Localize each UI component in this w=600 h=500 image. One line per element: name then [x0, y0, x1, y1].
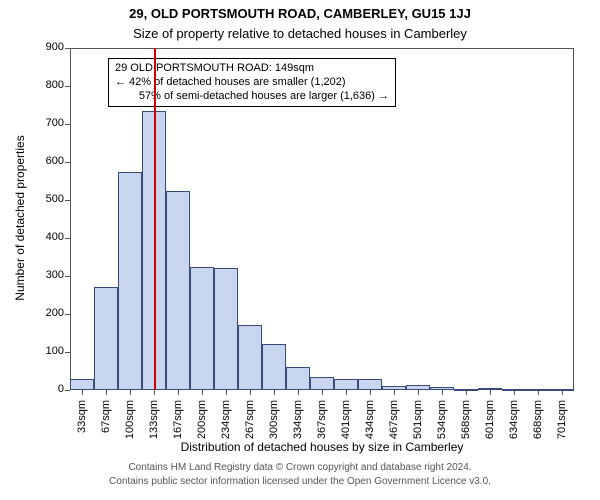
footer-line-2: Contains public sector information licen…	[0, 476, 600, 487]
y-tick-label: 300	[30, 269, 64, 281]
annotation-line: ← 42% of detached houses are smaller (1,…	[115, 76, 389, 90]
x-tick-label: 300sqm	[268, 400, 280, 460]
x-tick-mark	[178, 390, 179, 395]
x-tick-mark	[346, 390, 347, 395]
x-tick-label: 334sqm	[292, 400, 304, 460]
x-tick-label: 467sqm	[388, 400, 400, 460]
x-tick-mark	[490, 390, 491, 395]
x-tick-mark	[82, 390, 83, 395]
histogram-bar	[358, 379, 382, 390]
x-tick-mark	[466, 390, 467, 395]
y-tick-label: 200	[30, 307, 64, 319]
x-tick-label: 534sqm	[436, 400, 448, 460]
annotation-line: 29 OLD PORTSMOUTH ROAD: 149sqm	[115, 62, 389, 76]
y-tick-mark	[65, 314, 70, 315]
x-tick-label: 67sqm	[100, 400, 112, 460]
y-tick-mark	[65, 238, 70, 239]
histogram-bar	[190, 267, 214, 391]
histogram-bar	[238, 325, 262, 390]
x-tick-label: 367sqm	[316, 400, 328, 460]
histogram-bar	[118, 172, 142, 391]
y-tick-mark	[65, 276, 70, 277]
y-axis-label: Number of detached properties	[13, 47, 27, 389]
histogram-bar	[310, 377, 334, 390]
x-tick-mark	[394, 390, 395, 395]
x-tick-mark	[562, 390, 563, 395]
y-tick-label: 100	[30, 345, 64, 357]
histogram-bar	[70, 379, 94, 390]
x-tick-mark	[538, 390, 539, 395]
y-tick-mark	[65, 48, 70, 49]
x-tick-label: 668sqm	[532, 400, 544, 460]
x-tick-label: 133sqm	[148, 400, 160, 460]
x-tick-mark	[130, 390, 131, 395]
figure-root: 29, OLD PORTSMOUTH ROAD, CAMBERLEY, GU15…	[0, 0, 600, 500]
y-tick-mark	[65, 124, 70, 125]
x-tick-label: 33sqm	[76, 400, 88, 460]
x-tick-mark	[322, 390, 323, 395]
y-tick-mark	[65, 162, 70, 163]
x-tick-mark	[274, 390, 275, 395]
histogram-bar	[94, 287, 118, 390]
chart-title-main: 29, OLD PORTSMOUTH ROAD, CAMBERLEY, GU15…	[0, 6, 600, 21]
annotation-line: 57% of semi-detached houses are larger (…	[115, 90, 389, 104]
x-tick-label: 100sqm	[124, 400, 136, 460]
y-tick-mark	[65, 200, 70, 201]
x-tick-label: 234sqm	[220, 400, 232, 460]
x-tick-label: 267sqm	[244, 400, 256, 460]
x-tick-mark	[298, 390, 299, 395]
histogram-bar	[286, 367, 310, 390]
x-tick-label: 434sqm	[364, 400, 376, 460]
y-tick-mark	[65, 86, 70, 87]
y-tick-label: 800	[30, 79, 64, 91]
histogram-bar	[214, 268, 238, 390]
x-tick-mark	[514, 390, 515, 395]
chart-title-sub: Size of property relative to detached ho…	[0, 26, 600, 41]
y-tick-label: 700	[30, 117, 64, 129]
x-tick-mark	[226, 390, 227, 395]
x-tick-mark	[418, 390, 419, 395]
histogram-bar	[334, 379, 358, 390]
x-tick-label: 200sqm	[196, 400, 208, 460]
x-tick-label: 501sqm	[412, 400, 424, 460]
y-tick-label: 0	[30, 383, 64, 395]
y-tick-label: 600	[30, 155, 64, 167]
x-tick-label: 401sqm	[340, 400, 352, 460]
x-tick-mark	[106, 390, 107, 395]
x-tick-label: 167sqm	[172, 400, 184, 460]
y-tick-mark	[65, 390, 70, 391]
x-tick-label: 601sqm	[484, 400, 496, 460]
annotation-box: 29 OLD PORTSMOUTH ROAD: 149sqm← 42% of d…	[108, 58, 396, 107]
x-tick-mark	[154, 390, 155, 395]
property-marker-line	[154, 48, 156, 390]
footer-line-1: Contains HM Land Registry data © Crown c…	[0, 462, 600, 473]
x-tick-mark	[202, 390, 203, 395]
y-tick-mark	[65, 352, 70, 353]
x-tick-mark	[250, 390, 251, 395]
x-tick-mark	[370, 390, 371, 395]
y-tick-label: 900	[30, 41, 64, 53]
x-tick-label: 701sqm	[556, 400, 568, 460]
y-tick-label: 400	[30, 231, 64, 243]
histogram-bar	[262, 344, 286, 390]
x-tick-mark	[442, 390, 443, 395]
histogram-bar	[166, 191, 190, 391]
x-tick-label: 634sqm	[508, 400, 520, 460]
y-tick-label: 500	[30, 193, 64, 205]
x-tick-label: 568sqm	[460, 400, 472, 460]
